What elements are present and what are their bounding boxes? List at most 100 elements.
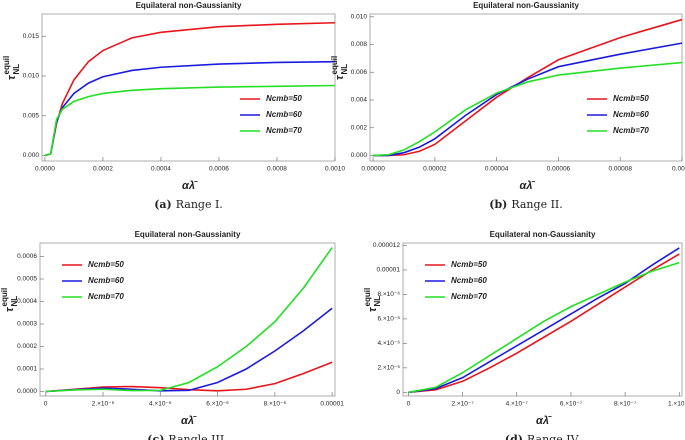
y-tick-label: 0.000	[351, 152, 368, 159]
legend-label: Ncmb=70	[451, 292, 487, 301]
x-tick-label: 6.×10⁻⁷	[560, 401, 583, 408]
x-axis-label: αλ̄	[536, 415, 552, 427]
x-tick-label: 2.×10⁻⁶	[92, 401, 115, 408]
x-tick-label: 0.0008	[267, 166, 287, 173]
y-label-sup: equil	[2, 56, 11, 75]
plot-frame	[402, 242, 683, 397]
y-tick-label: 0.0004	[17, 298, 37, 305]
y-tick-label: 0.010	[351, 13, 368, 20]
x-tick-label: 0.0000	[35, 166, 55, 173]
caption-label: (d)	[505, 433, 523, 440]
y-tick-label: 0.002	[351, 124, 368, 131]
series-line	[44, 21, 336, 157]
x-tick-label: 1.×10⁻⁶	[668, 401, 685, 408]
chart-title: Equilateral non-Gaussianity	[490, 230, 596, 239]
y-tick-label: 4.×10⁻⁶	[377, 340, 400, 347]
x-tick-label: 4.×10⁻⁶	[149, 401, 172, 408]
legend-label: Ncmb=50	[88, 260, 124, 269]
y-tick-label: 0.005	[23, 112, 40, 119]
caption-text: Range II.	[511, 198, 562, 211]
y-tick-label: 8.×10⁻⁶	[377, 291, 400, 298]
series-line	[44, 60, 336, 157]
legend-label: Ncmb=60	[451, 276, 487, 285]
x-tick-label: 4.×10⁻⁷	[506, 401, 529, 408]
y-tick-label: 0.010	[23, 73, 40, 80]
chart-panel: Equilateral non-Gaussianity 0.0000 0.0002 0…	[2, 1, 345, 211]
y-tick-label: 2.×10⁻⁶	[377, 365, 400, 372]
plot-frame	[41, 13, 336, 162]
caption-text: Rangle III.	[168, 433, 227, 440]
series-line	[408, 253, 680, 394]
x-tick-label: 0.00008	[608, 166, 632, 173]
x-tick-label: 0.0001	[672, 166, 685, 173]
y-tick-label: 0.0006	[17, 253, 37, 260]
x-tick-label: 0	[407, 401, 411, 408]
series-line	[408, 261, 680, 394]
y-label-sub: NL	[373, 296, 382, 307]
x-tick-label: 0.0004	[151, 166, 171, 173]
y-tick-label: 0	[396, 389, 400, 396]
caption-label: (c)	[147, 433, 164, 440]
y-tick-label: 0.008	[351, 41, 368, 48]
y-tick-label: 0.006	[351, 69, 368, 76]
series-line	[44, 84, 336, 157]
legend-label: Ncmb=60	[266, 110, 302, 119]
x-tick-label: 0.0006	[209, 166, 229, 173]
chart-title: Equilateral non-Gaussianity	[135, 230, 241, 239]
legend-label: Ncmb=60	[88, 276, 124, 285]
legend-label: Ncmb=70	[266, 126, 302, 135]
chart-title: Equilateral non-Gaussianity	[136, 1, 242, 10]
y-tick-label: 6.×10⁻⁶	[377, 316, 400, 323]
x-tick-label: 6.×10⁻⁶	[206, 401, 229, 408]
x-tick-label: 0.00000	[361, 166, 385, 173]
legend-label: Ncmb=60	[613, 110, 649, 119]
legend-label: Ncmb=70	[613, 126, 649, 135]
y-label-main: τ	[6, 75, 18, 80]
x-tick-label: 0.0002	[93, 166, 113, 173]
caption: (c) Rangle III.	[147, 433, 227, 440]
x-tick-label: 0.00006	[547, 166, 571, 173]
y-label-sup: equil	[330, 56, 339, 75]
caption-text: Range I.	[176, 198, 223, 211]
x-tick-label: 0.0010	[325, 166, 345, 173]
y-tick-label: 0.015	[23, 33, 40, 40]
y-tick-label: 0.0005	[17, 276, 37, 283]
y-tick-label: 0.000	[23, 152, 40, 159]
legend-label: Ncmb=50	[613, 94, 649, 103]
series-line	[408, 247, 680, 394]
x-tick-label: 2.×10⁻⁷	[451, 401, 474, 408]
y-tick-label: 0.0001	[17, 366, 37, 373]
caption-label: (b)	[489, 198, 507, 211]
caption: (a) Range I.	[154, 198, 223, 211]
y-tick-label: 0.00001	[377, 267, 401, 274]
y-tick-label: 0.0002	[17, 343, 37, 350]
y-tick-label: 0.0000	[17, 388, 37, 395]
legend-label: Ncmb=50	[451, 260, 487, 269]
y-tick-label: 0.0003	[17, 321, 37, 328]
x-axis-label: αλ̄	[182, 180, 198, 192]
x-tick-label: 8.×10⁻⁷	[614, 401, 637, 408]
x-tick-label: 0.00001	[320, 401, 344, 408]
x-axis-label: αλ̄	[181, 415, 197, 427]
caption: (b) Range II.	[489, 198, 563, 211]
caption: (d) Range IV.	[505, 433, 580, 440]
y-label-main: τ	[4, 307, 16, 312]
y-label-main: τ	[367, 307, 379, 312]
series-line	[45, 361, 333, 393]
series-line	[373, 61, 683, 157]
legend-label: Ncmb=50	[266, 94, 302, 103]
caption-label: (a)	[154, 198, 172, 211]
series-line	[373, 42, 683, 157]
x-tick-label: 8.×10⁻⁶	[264, 401, 287, 408]
y-label-sup: equil	[0, 288, 9, 307]
plot-frame	[369, 13, 683, 162]
chart-panel: Equilateral non-Gaussianity 0 2.×10⁻⁶ 4.×10…	[0, 230, 344, 440]
x-tick-label: 0	[44, 401, 48, 408]
x-tick-label: 0.00004	[485, 166, 509, 173]
series-line	[45, 247, 333, 393]
